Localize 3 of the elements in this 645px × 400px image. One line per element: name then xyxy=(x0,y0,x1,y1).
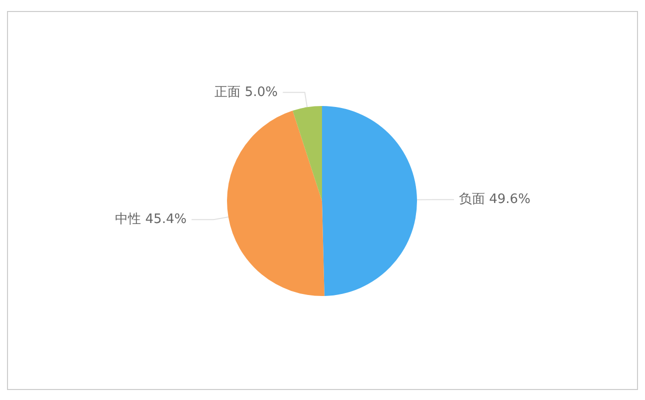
slice-label: 正面 5.0% xyxy=(214,84,278,100)
slice-label: 负面 49.6% xyxy=(458,192,530,208)
slice-label: 中性 45.4% xyxy=(115,212,187,228)
